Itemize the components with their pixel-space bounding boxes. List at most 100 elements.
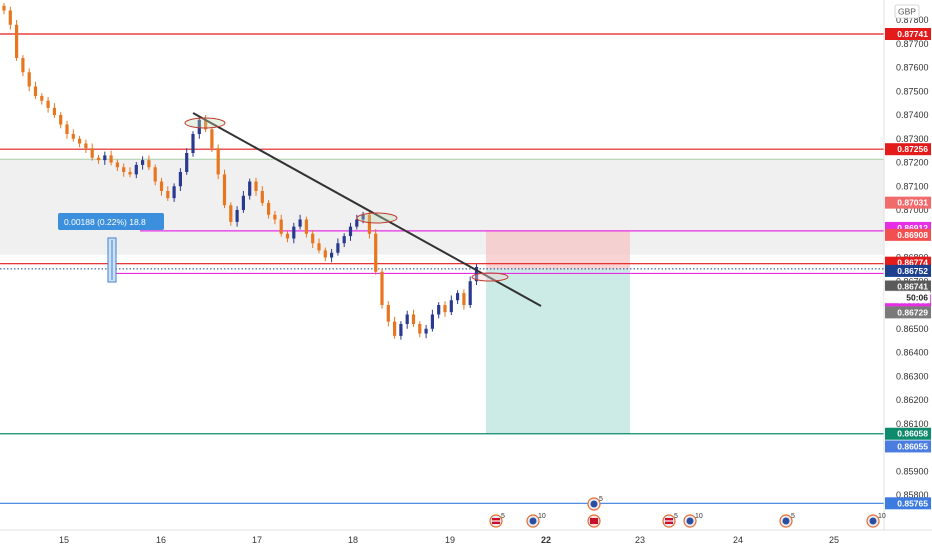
event-count: 10 (538, 513, 546, 520)
swing-high-marker-2[interactable] (356, 212, 398, 224)
time-axis-label: 16 (156, 535, 166, 545)
price-tick-label: 0.86500 (896, 324, 929, 334)
candle-body (15, 24, 19, 58)
price-level-badge[interactable]: 0.86058 (885, 427, 931, 440)
candle-body (84, 143, 88, 149)
calendar-event-icon (782, 517, 790, 525)
time-axis-label: 17 (252, 535, 262, 545)
position-target-zone[interactable] (486, 268, 630, 434)
economic-event[interactable]: 10 (526, 513, 546, 528)
economic-event[interactable]: 5 (779, 513, 795, 528)
price-level-badge-text: 0.85765 (897, 498, 928, 508)
candle-body (292, 226, 296, 239)
event-count: 5 (674, 513, 678, 520)
candle-body (393, 321, 397, 336)
economic-event[interactable]: 5 (489, 513, 505, 528)
level-lines (0, 33, 884, 504)
candle-body (418, 324, 422, 334)
price-level-badge-text: 0.86908 (897, 230, 928, 240)
candle-body (71, 134, 75, 139)
price-level-badge-text: 0.86729 (897, 307, 928, 317)
swing-high-marker-3[interactable] (471, 272, 509, 282)
calendar-event-icon (686, 517, 694, 525)
time-axis-label: 18 (348, 535, 358, 545)
supply-zone[interactable] (0, 159, 884, 255)
price-tick-label: 0.87800 (896, 15, 929, 25)
position-stop-zone[interactable] (486, 230, 630, 269)
price-level-badge[interactable]: 0.87256 (885, 143, 931, 156)
price-level-badge-text: 0.86055 (897, 441, 928, 451)
candle-body (437, 305, 441, 315)
price-level-badge[interactable]: 0.87031 (885, 196, 931, 209)
candle-body (317, 243, 321, 251)
candle-body (128, 172, 132, 175)
price-level-badge[interactable]: 0.86752 (885, 264, 931, 277)
candle-body (304, 219, 308, 234)
uk-flag-icon (590, 518, 598, 524)
calendar-event-icon (869, 517, 877, 525)
event-count: 10 (878, 513, 886, 520)
candle-body (134, 164, 138, 175)
candle-body (96, 157, 101, 161)
currency-badge[interactable]: GBP (894, 4, 920, 19)
candle-body (279, 219, 283, 234)
candle-body (191, 134, 195, 153)
price-level-badge[interactable]: 0.86741 (885, 280, 931, 293)
measure-tool[interactable]: 0.00188 (0.22%) 18.8 (58, 213, 164, 283)
candle-body (449, 300, 453, 313)
trendline[interactable] (192, 112, 542, 307)
price-level-badge-text: 0.86752 (897, 266, 928, 276)
price-level-badge[interactable]: 0.85765 (885, 497, 931, 510)
price-tick-label: 0.86100 (896, 419, 929, 429)
economic-event[interactable]: 5 (587, 496, 603, 511)
time-axis-label: 25 (829, 535, 839, 545)
candle-body (40, 96, 44, 101)
candle-body (411, 314, 416, 324)
candle-body (374, 233, 378, 272)
price-level-badge[interactable]: 0.86729 (885, 306, 931, 319)
economic-event[interactable]: 10 (866, 513, 886, 528)
economic-events-row[interactable]: 5 10 5 5 10 5 10 (489, 496, 886, 528)
candle-body (456, 293, 460, 301)
measure-label (58, 213, 164, 230)
economic-event[interactable] (587, 514, 601, 528)
candle-body (178, 172, 182, 187)
price-level-badge-text: 0.87031 (897, 198, 928, 208)
candle-body (267, 202, 271, 215)
candle-body (273, 214, 277, 220)
candle-body (348, 226, 353, 237)
calendar-event-icon (529, 517, 537, 525)
time-axis[interactable]: 15 16 17 18 19 22 23 24 25 (0, 529, 932, 545)
time-axis-label: 19 (445, 535, 455, 545)
candle-body (386, 305, 390, 322)
price-level-badge-text: 0.87741 (897, 29, 928, 39)
candle-body (33, 86, 38, 96)
economic-event[interactable]: 10 (683, 513, 703, 528)
candle-body (235, 210, 239, 222)
price-level-badge[interactable]: 0.87741 (885, 28, 931, 41)
price-level-badge[interactable]: 0.86055 (885, 440, 931, 453)
time-axis-label: 24 (733, 535, 743, 545)
candle-body (59, 115, 63, 125)
candle-body (254, 181, 258, 191)
calendar-event-icon (590, 500, 598, 508)
candle-body (46, 100, 50, 108)
price-axis[interactable]: 0.87800 0.87700 0.87600 0.87500 0.87400 0.873… (883, 0, 932, 530)
economic-event[interactable]: 5 (662, 513, 678, 528)
candle-body (298, 219, 302, 227)
candle-body (361, 214, 365, 220)
price-tick-label: 0.87000 (896, 205, 929, 215)
price-level-badge-text: 0.86741 (897, 282, 928, 292)
candle-body (122, 167, 126, 172)
price-level-badge[interactable]: 0.86908 (885, 228, 931, 241)
time-axis-label: 23 (635, 535, 645, 545)
price-tick-label: 0.87600 (896, 63, 929, 73)
price-tick-label: 0.85900 (896, 466, 929, 476)
candle-body (27, 72, 31, 87)
swing-high-marker-1[interactable] (184, 117, 226, 129)
measure-text: 0.00188 (0.22%) 18.8 (64, 217, 146, 227)
candle-body (197, 119, 201, 134)
event-count: 10 (695, 513, 703, 520)
candle-body (405, 314, 409, 324)
